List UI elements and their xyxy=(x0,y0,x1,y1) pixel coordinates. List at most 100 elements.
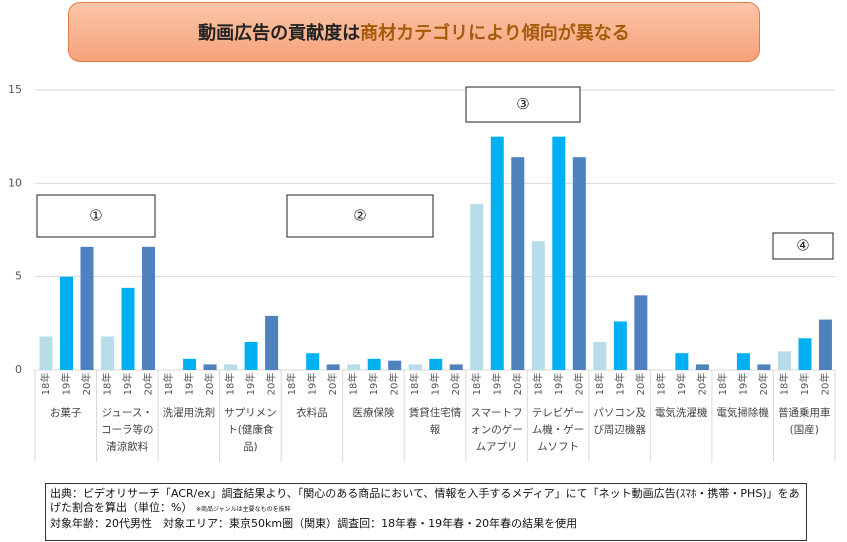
x-tick-label: 20年 xyxy=(80,373,93,396)
x-tick-label: 18年 xyxy=(531,373,544,396)
bar xyxy=(183,358,197,370)
bar xyxy=(347,364,361,370)
x-tick-label: 19年 xyxy=(429,373,442,396)
annotation: ③ xyxy=(516,95,529,113)
category-label: 賃貸住宅情報 xyxy=(408,407,462,436)
bar xyxy=(306,353,320,370)
note: ※商品ジャンルは主要なものを抜粋 xyxy=(195,506,291,513)
bar xyxy=(142,246,156,370)
x-tick-label: 20年 xyxy=(818,373,831,396)
x-tick-label: 18年 xyxy=(224,373,237,396)
bar xyxy=(449,364,463,370)
bar xyxy=(757,364,771,370)
category-label: テレビゲーム機・ゲームソフト xyxy=(531,407,585,453)
x-tick-label: 20年 xyxy=(388,373,401,396)
annotation: ④ xyxy=(796,237,809,255)
category-label: パソコン及び周辺機器 xyxy=(593,407,646,436)
bar xyxy=(818,319,832,370)
x-tick-label: 19年 xyxy=(552,373,565,396)
bar xyxy=(675,353,689,370)
category-label: 医療保険 xyxy=(352,407,395,419)
y-tick-label: 10 xyxy=(8,176,22,189)
x-tick-label: 20年 xyxy=(695,373,708,396)
x-tick-label: 20年 xyxy=(265,373,278,396)
chart-title-emphasis: 商材カテゴリにより傾向が異なる xyxy=(360,23,630,44)
annotation: ② xyxy=(353,207,366,225)
x-tick-label: 19年 xyxy=(121,373,134,396)
x-tick-label: 19年 xyxy=(613,373,626,396)
category-label: ジュース・コーラ等の清涼飲料 xyxy=(101,407,154,453)
source: 出典：ビデオリサーチ「ACR/ex」調査結果より、「関心のある商品において、情報… xyxy=(50,487,800,514)
category-label: スマートフォンのゲームアプリ xyxy=(470,407,523,453)
y-tick-label: 0 xyxy=(15,363,22,376)
bar xyxy=(736,353,750,370)
bar xyxy=(203,364,217,370)
category-label: 普通乗用車(国産) xyxy=(777,407,831,436)
bar xyxy=(388,360,402,370)
x-tick-label: 20年 xyxy=(511,373,524,396)
x-tick-label: 18年 xyxy=(470,373,483,396)
x-tick-label: 18年 xyxy=(654,373,667,396)
bar xyxy=(101,336,115,370)
x-tick-label: 18年 xyxy=(162,373,175,396)
bar xyxy=(490,136,504,370)
x-tick-label: 20年 xyxy=(757,373,770,396)
bar xyxy=(593,342,607,370)
bar xyxy=(326,364,340,370)
category-label: サプリメント(健康食品) xyxy=(224,407,277,453)
annotation-box xyxy=(772,232,834,260)
target: 対象年齢：20代男性 対象エリア：東京50km圏（関東）調査回：18年春・19年… xyxy=(50,517,578,530)
x-tick-label: 18年 xyxy=(101,373,114,396)
x-tick-label: 20年 xyxy=(203,373,216,396)
bar xyxy=(531,241,545,370)
x-tick-label: 19年 xyxy=(367,373,380,396)
category-label: 洗濯用洗剤 xyxy=(162,407,216,419)
y-tick-label: 5 xyxy=(15,270,22,283)
bar xyxy=(429,358,443,370)
bar xyxy=(511,157,525,370)
bar xyxy=(470,203,484,370)
category-label: お菓子 xyxy=(50,407,82,419)
bar xyxy=(798,338,812,370)
x-tick-label: 20年 xyxy=(572,373,585,396)
x-tick-label: 18年 xyxy=(593,373,606,396)
bar xyxy=(60,276,73,370)
x-tick-label: 18年 xyxy=(285,373,298,396)
x-tick-label: 20年 xyxy=(449,373,462,396)
x-tick-label: 20年 xyxy=(142,373,155,396)
annotation-box xyxy=(286,194,434,238)
bar xyxy=(552,136,566,370)
title-box: 動画広告の貢献度は 商材カテゴリにより傾向が異なる xyxy=(68,2,760,62)
category-label: 電気掃除機 xyxy=(716,407,769,419)
bar xyxy=(244,342,258,370)
bar xyxy=(265,315,279,370)
x-tick-label: 19年 xyxy=(798,373,811,396)
x-tick-label: 19年 xyxy=(60,373,73,396)
x-tick-label: 19年 xyxy=(490,373,503,396)
x-tick-label: 19年 xyxy=(306,373,319,396)
x-tick-label: 19年 xyxy=(675,373,688,396)
x-tick-label: 18年 xyxy=(39,373,52,396)
bar xyxy=(408,364,422,370)
bar xyxy=(613,321,627,370)
bar xyxy=(224,364,238,370)
x-tick-label: 19年 xyxy=(183,373,196,396)
footnote-box: 出典：ビデオリサーチ「ACR/ex」調査結果より、「関心のある商品において、情報… xyxy=(45,483,807,541)
annotation-box xyxy=(465,86,581,123)
chart: 0 5 10 15 18年 19年 20年 18年 19年 20年 18年 19年 20年 18年 19年 2… xyxy=(8,83,836,462)
category-label: 電気洗濯機 xyxy=(654,407,708,419)
bar xyxy=(39,336,53,370)
x-tick-label: 18年 xyxy=(777,373,790,396)
x-tick-label: 20年 xyxy=(326,373,339,396)
bar xyxy=(121,287,135,370)
annotation-box xyxy=(36,194,156,238)
x-tick-label: 19年 xyxy=(244,373,257,396)
category-label: 衣料品 xyxy=(296,407,328,419)
bar xyxy=(572,157,586,370)
bar xyxy=(695,364,709,370)
x-tick-label: 18年 xyxy=(408,373,421,396)
annotation: ① xyxy=(89,207,102,225)
bar xyxy=(634,295,648,370)
x-tick-label: 20年 xyxy=(634,373,647,396)
